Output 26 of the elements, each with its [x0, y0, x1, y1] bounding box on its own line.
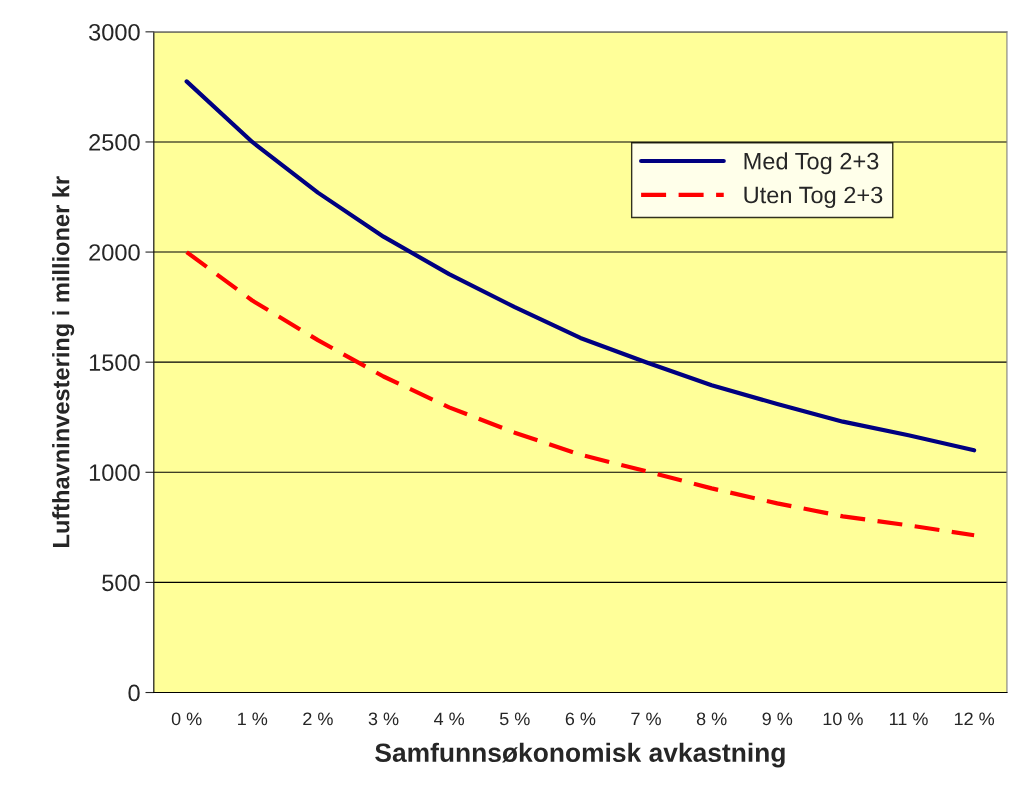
legend-label: Uten Tog 2+3 — [744, 186, 883, 209]
x-tick-label: 7 % — [631, 712, 661, 726]
x-tick-label: 2 % — [303, 712, 333, 726]
line-series — [184, 79, 977, 453]
line-series — [184, 249, 977, 538]
x-tick-label: 8 % — [696, 712, 727, 726]
y-tick-label: 0 — [128, 684, 140, 702]
x-tick-label: 9 % — [762, 712, 793, 726]
x-axis-title: Samfunnsøkonomisk avkastning — [375, 742, 785, 768]
x-tick-label: 12 % — [954, 712, 995, 726]
x-tick-label: 5 % — [499, 712, 530, 726]
y-tick-label: 2000 — [89, 244, 140, 261]
legend-label: Med Tog 2+3 — [744, 152, 879, 175]
x-tick-label: 3 % — [368, 712, 399, 726]
y-axis-title: Lufthavninvestering i millioner kr — [52, 176, 75, 547]
x-tick-label: 1 % — [238, 712, 268, 726]
y-tick-label: 1500 — [89, 354, 140, 371]
x-tick-label: 4 % — [433, 712, 465, 726]
x-tick-label: 11 % — [889, 712, 928, 726]
x-tick-label: 0 % — [171, 712, 202, 726]
y-tick-label: 2500 — [89, 134, 140, 151]
x-tick-label: 10 % — [823, 712, 863, 726]
y-tick-label: 1000 — [89, 464, 140, 482]
x-tick-label: 6 % — [565, 712, 596, 726]
y-tick-label: 500 — [102, 574, 140, 592]
y-tick-label: 3000 — [89, 23, 140, 41]
